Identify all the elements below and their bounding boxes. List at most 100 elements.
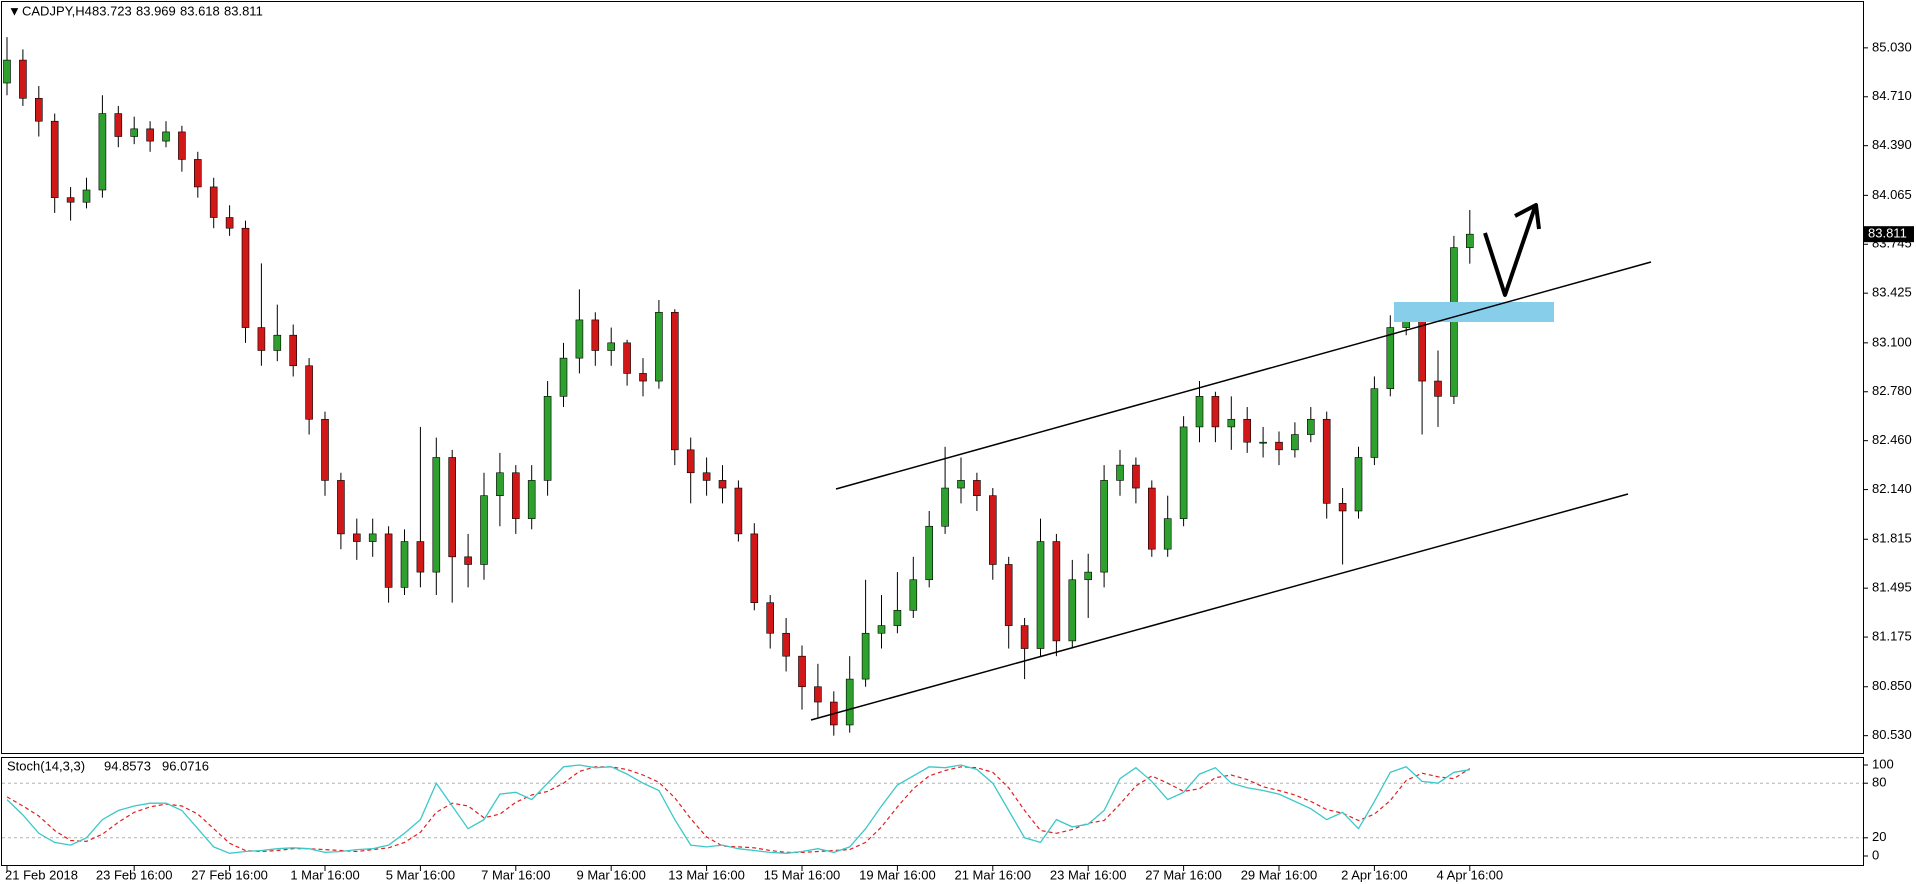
candle-body <box>1036 541 1045 649</box>
candle-body <box>861 632 870 680</box>
x-tick-label: 5 Mar 16:00 <box>386 867 455 882</box>
y-tick-label: 81.495 <box>1872 580 1912 595</box>
stoch-d-value: 96.0716 <box>162 758 209 773</box>
candle-body <box>527 480 536 519</box>
candle-body <box>1259 441 1267 444</box>
candle-body <box>1020 625 1029 649</box>
candle-body <box>798 655 806 688</box>
candle-body <box>1100 480 1108 573</box>
header-open: 83.723 <box>92 3 132 18</box>
candle-body <box>623 342 631 374</box>
candle-body <box>591 319 600 351</box>
candle-body <box>957 480 965 489</box>
x-tick-label: 13 Mar 16:00 <box>668 867 745 882</box>
y-tick-label: 80.850 <box>1872 678 1912 693</box>
x-tick-label: 21 Mar 16:00 <box>954 867 1031 882</box>
candle-body <box>543 396 552 481</box>
candle-body <box>686 449 695 474</box>
candle-body <box>1004 564 1013 626</box>
x-tick-label: 23 Mar 16:00 <box>1050 867 1127 882</box>
x-tick-label: 27 Feb 16:00 <box>191 867 268 882</box>
candle-body <box>511 472 520 519</box>
candle-body <box>241 227 250 328</box>
candle-body <box>337 480 345 535</box>
stoch-tick-label: 80 <box>1872 775 1886 790</box>
drawing-objects <box>810 203 1652 721</box>
candle-body <box>607 342 616 351</box>
candle-body <box>178 131 186 160</box>
x-tick-label: 23 Feb 16:00 <box>96 867 173 882</box>
candle-body <box>496 472 504 496</box>
candle-body <box>925 525 934 581</box>
y-tick-label: 83.100 <box>1872 334 1912 349</box>
projection-arrow-head[interactable] <box>1514 203 1541 230</box>
candle-body <box>162 131 170 142</box>
header-low: 83.618 <box>180 3 220 18</box>
x-tick-label: 9 Mar 16:00 <box>577 867 646 882</box>
candle-body <box>877 625 886 634</box>
y-tick-label: 82.460 <box>1872 432 1912 447</box>
candle-body <box>639 373 647 382</box>
x-tick-label: 1 Mar 16:00 <box>290 867 359 882</box>
candles <box>3 37 1474 736</box>
candle-body <box>480 495 488 565</box>
candle-body <box>114 113 123 137</box>
candle-body <box>66 197 75 203</box>
candle-body <box>1243 418 1251 443</box>
x-tick-label: 29 Mar 16:00 <box>1241 867 1318 882</box>
candle-body <box>384 533 393 588</box>
candle-body <box>766 602 775 634</box>
y-tick-label: 85.030 <box>1872 39 1912 54</box>
x-tick-label: 19 Mar 16:00 <box>859 867 936 882</box>
stoch-tick-label: 100 <box>1872 756 1894 771</box>
candle-body <box>448 457 457 558</box>
x-tick-label: 21 Feb 2018 <box>5 867 78 882</box>
y-tick-label: 82.140 <box>1872 481 1912 496</box>
candle-body <box>1052 541 1061 642</box>
y-tick-label: 84.390 <box>1872 137 1912 152</box>
y-tick-label: 80.530 <box>1872 727 1912 742</box>
candle-body <box>893 610 902 626</box>
stoch-tick-label: 0 <box>1872 847 1879 862</box>
candle-body <box>273 334 282 351</box>
candle-body <box>34 97 43 122</box>
candle-body <box>909 579 918 611</box>
lower-channel-line[interactable] <box>810 493 1629 721</box>
x-tick-label: 7 Mar 16:00 <box>481 867 550 882</box>
collapse-icon[interactable]: ▼ <box>8 3 21 18</box>
candle-body <box>734 487 743 535</box>
stoch-k-value: 94.8573 <box>104 758 151 773</box>
candle-body <box>146 128 154 142</box>
candle-body <box>225 217 234 229</box>
candle-body <box>464 556 472 565</box>
candle-body <box>782 632 790 657</box>
candle-body <box>98 113 107 191</box>
stoch-k-line <box>6 764 1470 854</box>
candle-body <box>400 541 409 588</box>
candle-body <box>1307 418 1315 435</box>
y-tick-label: 82.780 <box>1872 383 1912 398</box>
candle-body <box>1148 487 1156 550</box>
candle-body <box>941 487 949 527</box>
candle-body <box>1322 418 1331 504</box>
stoch-panel-frame <box>1 757 1864 866</box>
candle-body <box>845 678 854 726</box>
candle-body <box>1179 426 1188 519</box>
candle-body <box>368 533 377 542</box>
candle-body <box>257 327 266 351</box>
candle-body <box>3 59 11 84</box>
candle-body <box>416 541 425 573</box>
y-tick-label: 84.065 <box>1872 187 1912 202</box>
candle-body <box>82 189 91 203</box>
x-tick-label: 2 Apr 16:00 <box>1341 867 1408 882</box>
candle-body <box>1084 571 1092 581</box>
y-tick-label: 81.175 <box>1872 629 1912 644</box>
x-tick-label: 15 Mar 16:00 <box>764 867 841 882</box>
upper-channel-line[interactable] <box>835 261 1652 490</box>
candle-body <box>1291 434 1299 451</box>
candle-body <box>50 120 59 198</box>
projection-arrow[interactable] <box>1483 206 1537 297</box>
candle-body <box>575 319 584 359</box>
